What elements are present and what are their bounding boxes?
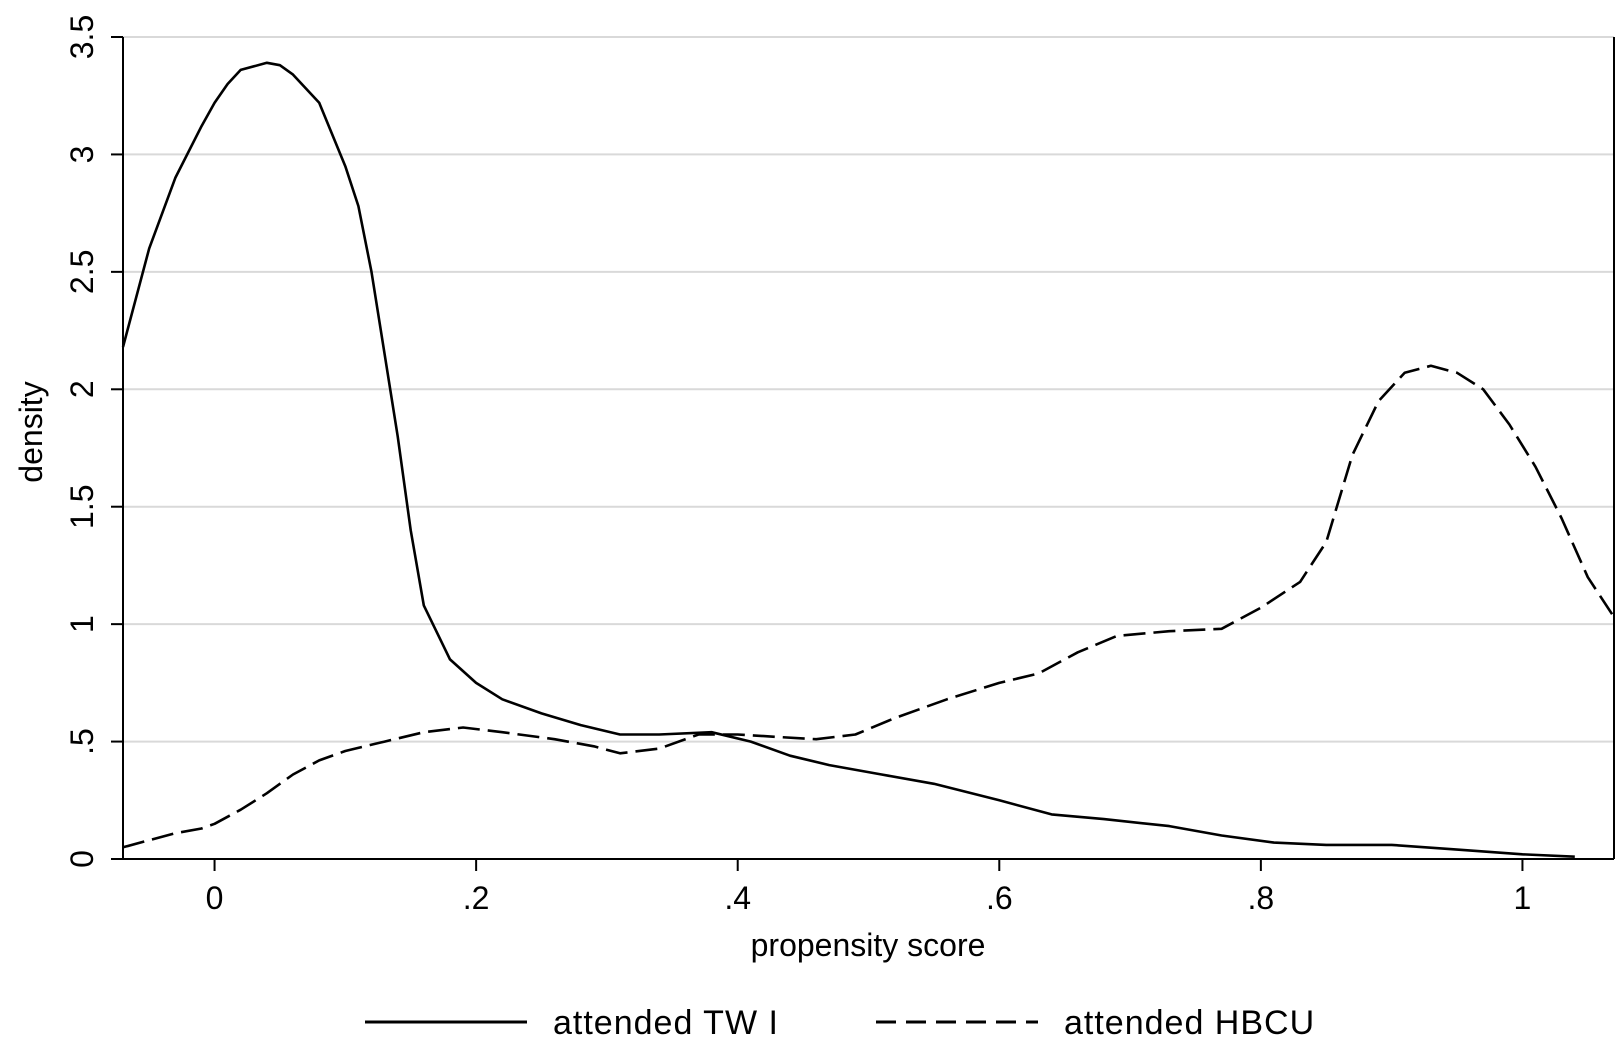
legend: attended TW I attended HBCU [365, 1004, 1315, 1042]
y-tick-label-7: 3.5 [64, 15, 100, 59]
y-tick-label-6: 3 [64, 146, 100, 164]
y-tick-label-4: 2 [64, 380, 100, 398]
y-tick-label-1: .5 [64, 728, 100, 755]
x-tick-label-0: 0 [206, 880, 224, 916]
y-axis-title: density [13, 381, 49, 482]
series-line-hbcu [122, 364, 1616, 849]
series-line-twi [121, 61, 1575, 858]
x-tick-label-3: .6 [986, 880, 1013, 916]
y-tick-label-3: 1.5 [64, 484, 100, 528]
x-axis-title: propensity score [751, 927, 986, 963]
legend-label-twi: attended TW I [553, 1004, 779, 1042]
y-tick-label-5: 2.5 [64, 250, 100, 294]
x-tick-label-4: .8 [1248, 880, 1275, 916]
x-axis: 0 .2 .4 .6 .8 1 [123, 858, 1614, 916]
plot-series [121, 61, 1616, 858]
y-tick-label-2: 1 [64, 615, 100, 633]
x-tick-label-1: .2 [463, 880, 490, 916]
y-tick-label-0: 0 [64, 850, 100, 868]
legend-label-hbcu: attended HBCU [1064, 1004, 1315, 1042]
x-tick-label-2: .4 [724, 880, 751, 916]
y-axis: 0 .5 1 1.5 2 2.5 3 3.5 [64, 15, 1615, 868]
x-tick-label-5: 1 [1514, 880, 1532, 916]
